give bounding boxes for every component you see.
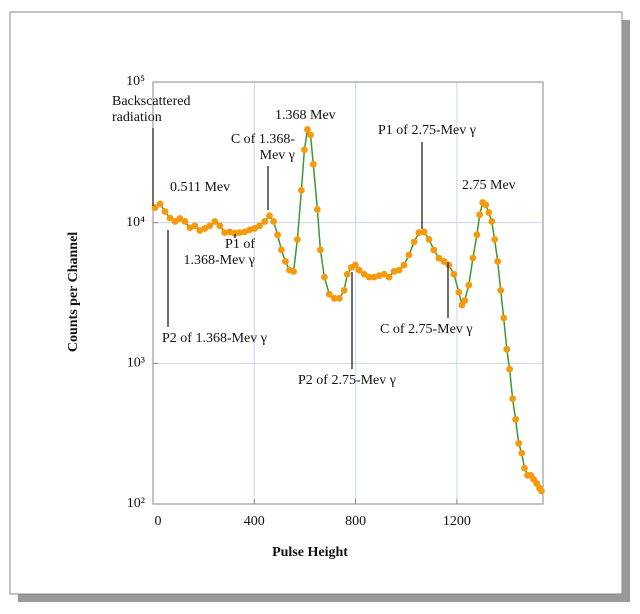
data-point: [355, 266, 363, 274]
data-point: [440, 258, 448, 265]
x-tick-label: 400: [244, 514, 265, 529]
data-point: [325, 290, 333, 298]
data-point: [515, 439, 523, 447]
data-point: [343, 270, 351, 278]
data-point: [298, 186, 305, 194]
data-point: [282, 258, 289, 265]
data-point: [216, 222, 224, 230]
data-point: [435, 254, 443, 262]
annotation: P1 of 2.75-Mev γ: [378, 123, 476, 138]
data-point: [430, 246, 438, 254]
data-point: [482, 201, 490, 209]
data-point: [266, 212, 273, 220]
annotation: 1.368-Mev γ: [183, 253, 255, 268]
data-point: [256, 222, 264, 230]
data-point: [301, 146, 308, 154]
data-point: [491, 236, 499, 243]
annotation: P2 of 2.75-Mev γ: [298, 373, 396, 388]
data-point: [307, 131, 314, 139]
annotation: C of 1.368-: [231, 132, 296, 147]
data-point: [221, 229, 229, 236]
data-point: [445, 261, 453, 269]
data-point: [425, 236, 433, 243]
y-tick-label: 10²: [127, 496, 145, 511]
data-point: [405, 251, 413, 259]
data-point: [316, 246, 324, 254]
data-point: [509, 395, 517, 403]
data-point: [261, 218, 269, 225]
annotation: 1.368 Mev: [275, 108, 336, 123]
annotation: P1 of: [225, 237, 255, 252]
data-point: [497, 286, 505, 294]
plot-border: [152, 81, 544, 505]
data-point: [156, 200, 164, 208]
data-point: [455, 288, 463, 296]
data-point: [270, 218, 277, 225]
data-point: [410, 238, 418, 246]
annotation: C of 2.75-Mev γ: [380, 322, 473, 337]
data-point: [251, 225, 258, 232]
data-point: [415, 229, 423, 236]
data-point: [335, 294, 343, 302]
data-point: [476, 211, 484, 219]
data-point: [181, 218, 189, 225]
data-point: [485, 209, 493, 216]
data-point: [277, 246, 285, 254]
data-point: [450, 270, 458, 278]
data-point: [488, 218, 496, 225]
data-point: [400, 261, 408, 269]
data-point: [494, 258, 502, 265]
data-point: [395, 266, 403, 274]
data-point: [469, 254, 477, 262]
data-point: [206, 222, 214, 230]
y-axis-title: Counts per Channel: [66, 232, 81, 352]
annotation: Backscattered: [112, 94, 191, 109]
data-point: [538, 487, 545, 495]
annotation: 2.75 Mev: [462, 178, 516, 193]
y-tick-label: 10⁵: [126, 74, 145, 89]
data-point: [473, 231, 481, 239]
data-point: [365, 273, 373, 281]
annotation: Mev γ: [260, 148, 295, 163]
data-point: [211, 218, 219, 225]
data-point: [500, 314, 508, 322]
data-point: [385, 273, 393, 281]
data-point: [465, 281, 473, 289]
data-point: [293, 236, 301, 243]
data-point: [360, 270, 368, 278]
y-tick-label: 10⁴: [126, 215, 145, 230]
data-point: [166, 214, 174, 222]
data-point: [191, 222, 199, 230]
data-point: [420, 228, 428, 236]
x-tick-label: 800: [345, 514, 366, 529]
data-point: [236, 229, 244, 236]
annotation: radiation: [112, 110, 162, 125]
data-point: [340, 286, 348, 294]
data-point: [521, 464, 528, 472]
frame: [9, 11, 623, 595]
data-point: [506, 365, 513, 373]
data-point: [321, 273, 328, 281]
data-point: [330, 294, 338, 302]
data-point: [161, 208, 169, 215]
data-point: [351, 261, 359, 269]
data-point: [290, 268, 297, 275]
x-axis-title: Pulse Height: [272, 545, 348, 560]
x-tick-label: 0: [155, 514, 162, 529]
data-point: [304, 126, 311, 133]
data-point: [461, 297, 469, 304]
data-point: [274, 231, 281, 239]
annotation: 0.511 Mev: [170, 180, 230, 195]
data-point: [176, 215, 184, 222]
data-point: [518, 449, 526, 457]
x-tick-label: 1200: [443, 514, 471, 529]
data-point: [503, 345, 511, 353]
data-point: [309, 160, 317, 168]
data-point: [512, 415, 520, 423]
data-point: [313, 206, 321, 213]
annotation: P2 of 1.368-Mev γ: [162, 331, 267, 346]
y-tick-label: 10³: [127, 356, 145, 371]
